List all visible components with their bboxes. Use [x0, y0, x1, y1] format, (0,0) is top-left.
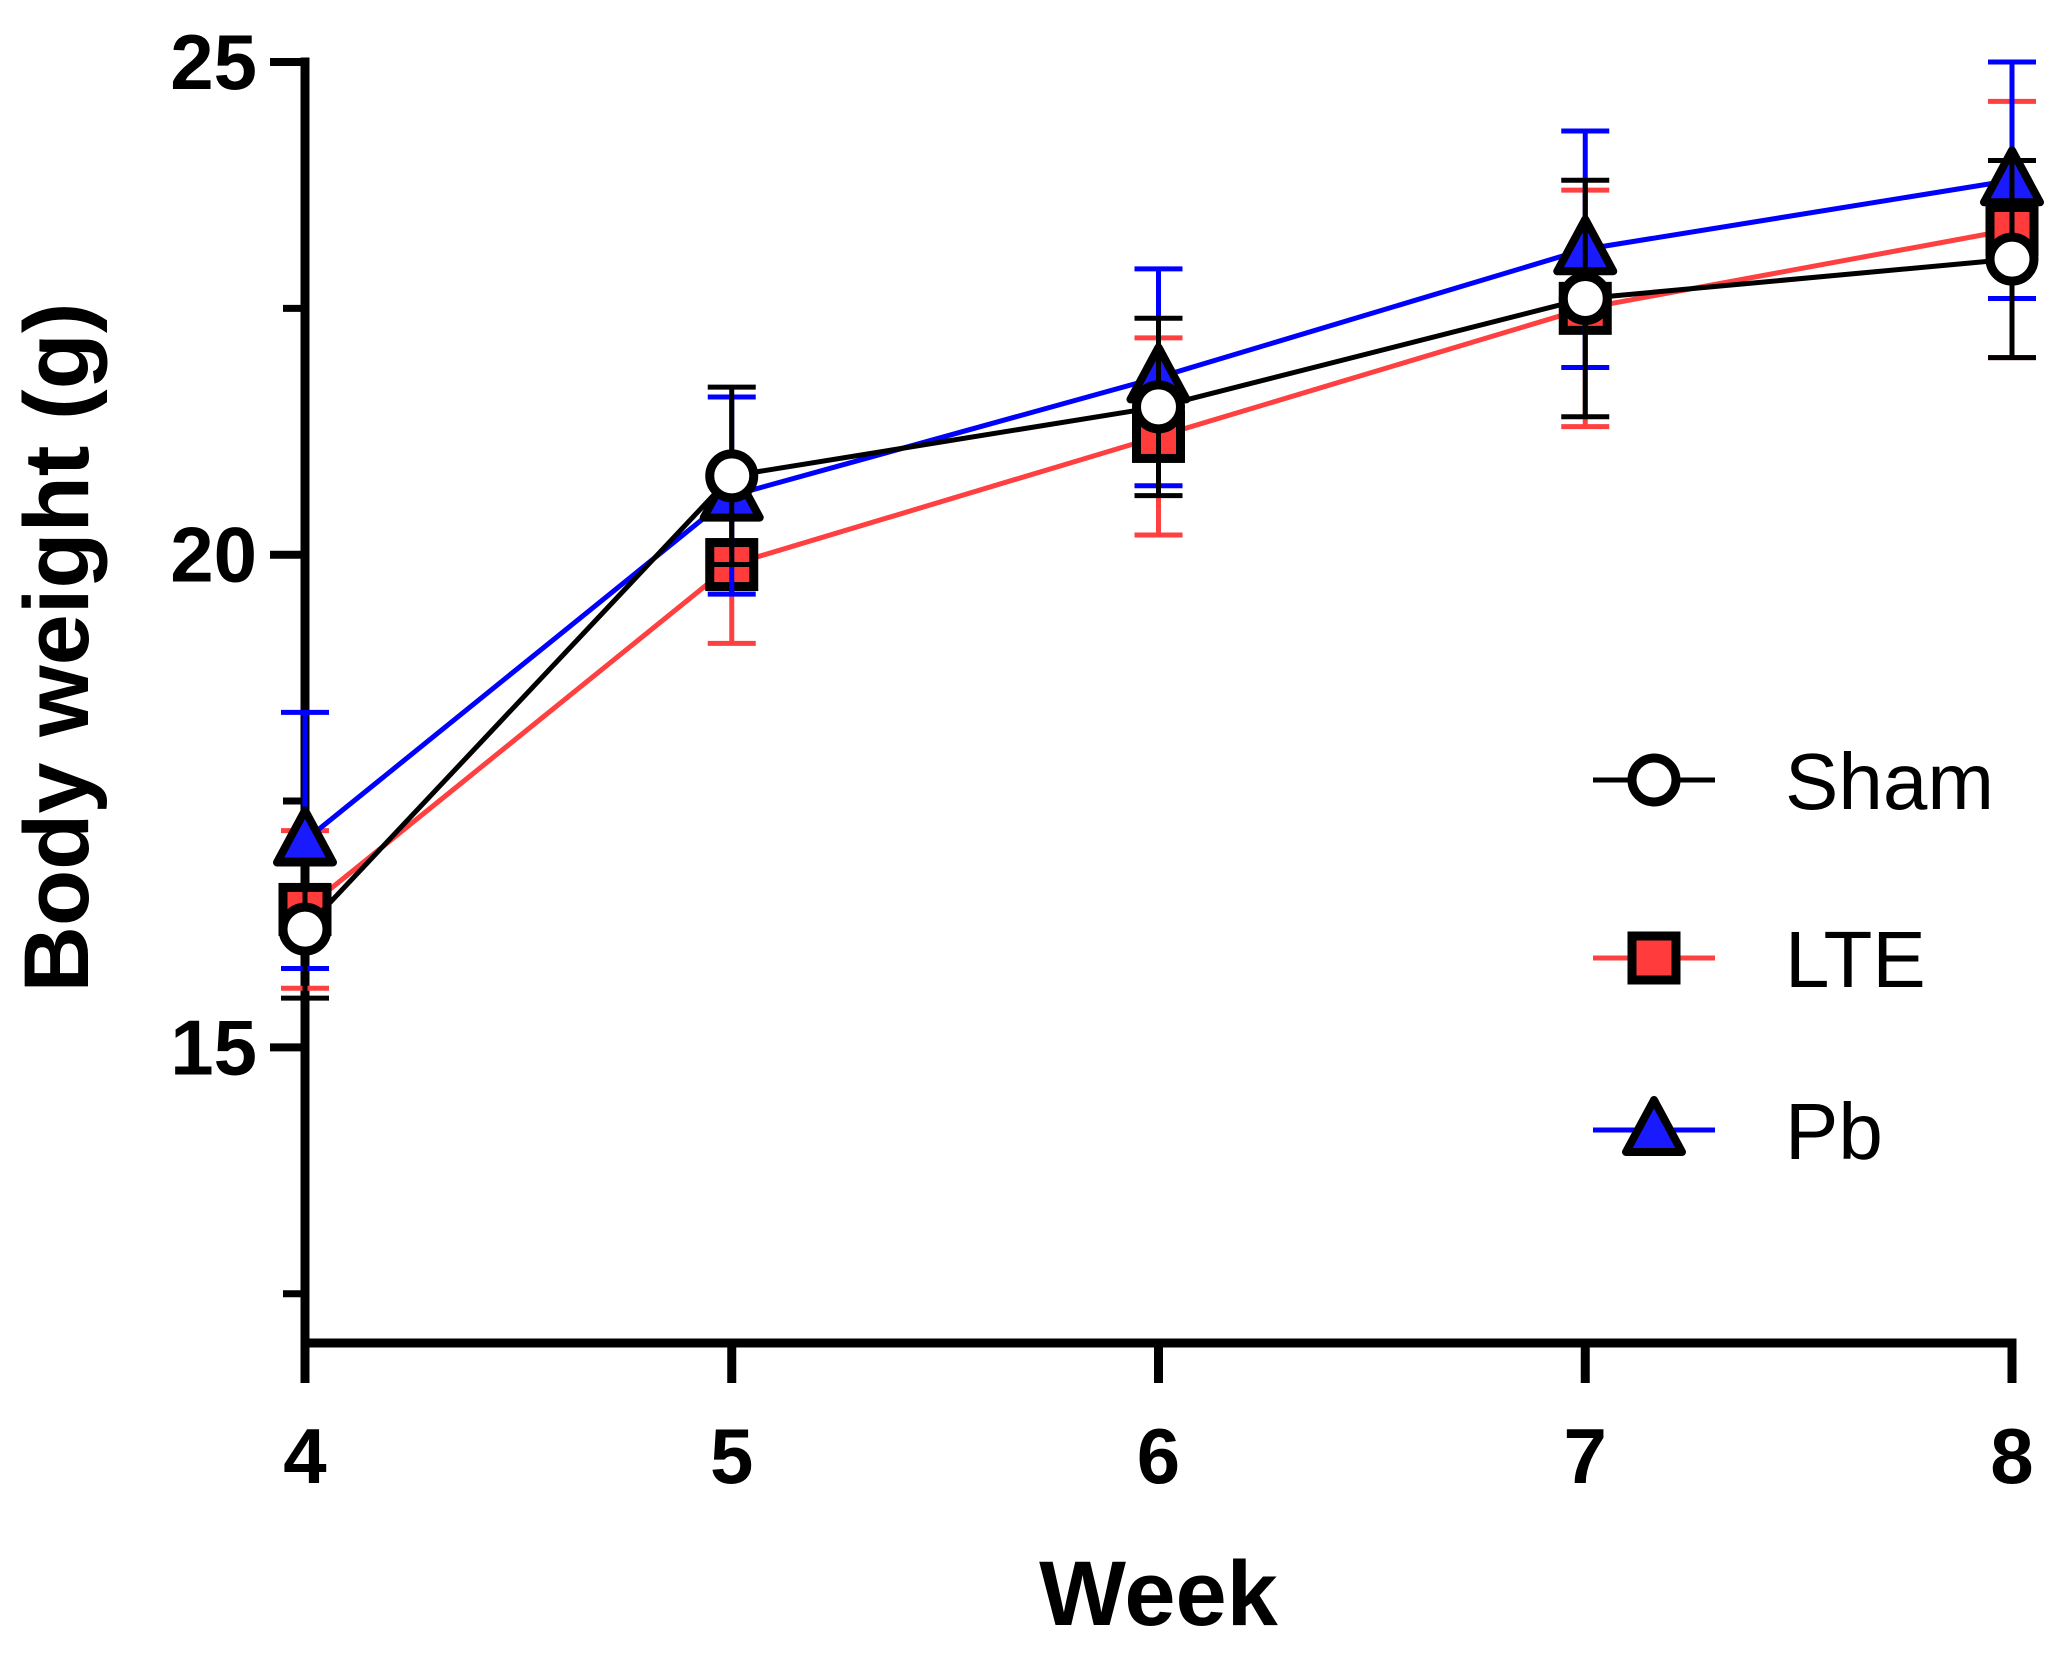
legend-marker	[1627, 753, 1681, 807]
legend-item-pb: Pb	[1593, 1087, 1883, 1176]
x-tick-label: 6	[1137, 1412, 1180, 1500]
legend-marker	[1627, 931, 1681, 985]
data-point	[273, 806, 337, 867]
data-point	[705, 449, 759, 503]
y-tick-label: 15	[170, 1003, 257, 1091]
x-tick-label: 5	[710, 1412, 753, 1500]
x-tick-label: 7	[1564, 1412, 1607, 1500]
data-point	[1132, 380, 1185, 434]
y-axis-title: Body weight (g)	[6, 303, 108, 993]
legend: Sham LTE Pb	[1593, 737, 1994, 1176]
series-layer	[273, 59, 2044, 1001]
legend-label: Sham	[1785, 737, 1994, 826]
legend-item-lte: LTE	[1593, 915, 1926, 1004]
y-tick-label: 20	[170, 511, 257, 599]
series-lte	[278, 98, 2039, 991]
legend-item-sham: Sham	[1593, 737, 1994, 826]
legend-label: Pb	[1785, 1087, 1883, 1176]
data-point	[278, 902, 332, 956]
x-tick-label: 4	[283, 1412, 326, 1500]
data-point	[1558, 271, 1612, 325]
series-sham	[278, 158, 2039, 1001]
x-tick-label: 8	[1990, 1412, 2033, 1500]
axes: 15 20 25 4 5 6 7 8	[170, 18, 2033, 1500]
legend-marker	[1622, 1096, 1686, 1156]
data-point	[1985, 232, 2039, 286]
y-tick-label: 25	[170, 18, 257, 106]
legend-label: LTE	[1785, 915, 1926, 1004]
x-axis-title: Week	[1039, 1543, 1279, 1645]
